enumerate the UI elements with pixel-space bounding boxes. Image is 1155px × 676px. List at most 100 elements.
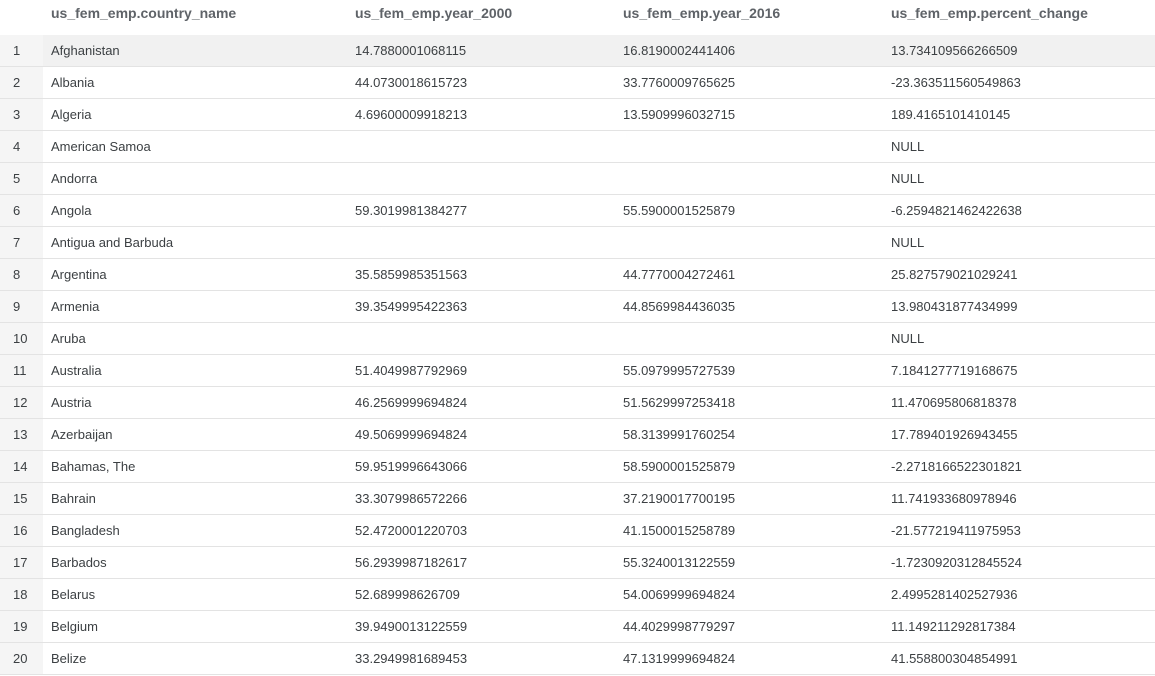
table-row[interactable]: 3 Algeria 4.69600009918213 13.5909996032715… — [0, 99, 1155, 131]
country-name-cell[interactable]: Barbados — [51, 555, 107, 570]
year-2000-cell[interactable]: 59.9519996643066 — [355, 459, 468, 474]
percent-change-cell[interactable]: -23.363511560549863 — [891, 75, 1021, 90]
percent-change-cell[interactable]: NULL — [891, 331, 925, 346]
table-row[interactable]: 19 Belgium 39.9490013122559 44.402999877929… — [0, 611, 1155, 643]
table-row[interactable]: 15 Bahrain 33.3079986572266 37.219001770019… — [0, 483, 1155, 515]
year-2016-cell[interactable]: 55.0979995727539 — [623, 363, 736, 378]
year-2016-cell[interactable]: 37.2190017700195 — [623, 491, 736, 506]
table-row[interactable]: 20 Belize 33.2949981689453 47.1319999694824… — [0, 643, 1155, 675]
year-2000-cell[interactable]: 33.3079986572266 — [355, 491, 468, 506]
year-2016-cell[interactable]: 41.1500015258789 — [623, 523, 736, 538]
country-name-cell[interactable]: Australia — [51, 363, 102, 378]
column-header-year-2000[interactable]: us_fem_emp.year_2000 — [355, 5, 513, 21]
table-row[interactable]: 18 Belarus 52.689998626709 54.0069999694824… — [0, 579, 1155, 611]
column-header-country-name[interactable]: us_fem_emp.country_name — [51, 5, 237, 21]
table-row[interactable]: 2 Albania 44.0730018615723 33.7760009765625… — [0, 67, 1155, 99]
year-2000-cell[interactable]: 51.4049987792969 — [355, 363, 468, 378]
percent-change-cell[interactable]: -6.2594821462422638 — [891, 203, 1022, 218]
column-header-percent-change[interactable]: us_fem_emp.percent_change — [891, 5, 1088, 21]
percent-change-cell[interactable]: NULL — [891, 235, 925, 250]
table-row[interactable]: 4 American Samoa NULL — [0, 131, 1155, 163]
percent-change-cell[interactable]: NULL — [891, 139, 925, 154]
percent-change-cell[interactable]: 7.1841277719168675 — [891, 363, 1018, 378]
table-row[interactable]: 12 Austria 46.2569999694824 51.562999725341… — [0, 387, 1155, 419]
country-name-cell[interactable]: Aruba — [51, 331, 86, 346]
table-row[interactable]: 5 Andorra NULL — [0, 163, 1155, 195]
table-row[interactable]: 16 Bangladesh 52.4720001220703 41.150001525… — [0, 515, 1155, 547]
row-number-cell: 20 — [0, 643, 43, 674]
percent-change-cell[interactable]: -21.577219411975953 — [891, 523, 1021, 538]
country-name-cell[interactable]: Afghanistan — [51, 43, 120, 58]
percent-change-cell[interactable]: 13.734109566266509 — [891, 43, 1018, 58]
country-name-cell[interactable]: Belgium — [51, 619, 98, 634]
row-number: 6 — [13, 203, 21, 218]
table-row[interactable]: 13 Azerbaijan 49.5069999694824 58.313999176… — [0, 419, 1155, 451]
year-2000-cell[interactable]: 4.69600009918213 — [355, 107, 468, 122]
year-2016-cell[interactable]: 55.5900001525879 — [623, 203, 736, 218]
year-2000-cell[interactable]: 14.7880001068115 — [355, 43, 467, 58]
year-2016-cell[interactable]: 51.5629997253418 — [623, 395, 736, 410]
year-2000-cell[interactable]: 59.3019981384277 — [355, 203, 468, 218]
percent-change-cell[interactable]: -1.7230920312845524 — [891, 555, 1022, 570]
year-2016-cell[interactable]: 58.3139991760254 — [623, 427, 736, 442]
year-2016-cell[interactable]: 44.7770004272461 — [623, 267, 736, 282]
year-2016-cell[interactable]: 13.5909996032715 — [623, 107, 736, 122]
percent-change-cell[interactable]: 11.741933680978946 — [891, 491, 1017, 506]
year-2000-cell[interactable]: 33.2949981689453 — [355, 651, 468, 666]
percent-change-cell[interactable]: 11.149211292817384 — [891, 619, 1016, 634]
table-row[interactable]: 7 Antigua and Barbuda NULL — [0, 227, 1155, 259]
year-2000-cell[interactable]: 56.2939987182617 — [355, 555, 468, 570]
row-number-cell: 1 — [0, 35, 43, 66]
country-name-cell[interactable]: Bahrain — [51, 491, 96, 506]
percent-change-cell[interactable]: 189.4165101410145 — [891, 107, 1011, 122]
country-name-cell[interactable]: Antigua and Barbuda — [51, 235, 174, 250]
year-2016-cell[interactable]: 55.3240013122559 — [623, 555, 736, 570]
country-name-cell[interactable]: Austria — [51, 395, 92, 410]
percent-change-cell[interactable]: 41.558800304854991 — [891, 651, 1018, 666]
country-name-cell[interactable]: Bahamas, The — [51, 459, 136, 474]
year-2000-cell[interactable]: 46.2569999694824 — [355, 395, 468, 410]
year-2016-cell[interactable]: 58.5900001525879 — [623, 459, 736, 474]
table-row[interactable]: 1 Afghanistan 14.7880001068115 16.819000244… — [0, 35, 1155, 67]
column-header-year-2016[interactable]: us_fem_emp.year_2016 — [623, 5, 781, 21]
year-2016-cell[interactable]: 33.7760009765625 — [623, 75, 736, 90]
table-row[interactable]: 9 Armenia 39.3549995422363 44.8569984436035… — [0, 291, 1155, 323]
year-2000-cell[interactable]: 44.0730018615723 — [355, 75, 468, 90]
country-name-cell[interactable]: Belize — [51, 651, 87, 666]
row-number-cell: 14 — [0, 451, 43, 482]
percent-change-cell[interactable]: 13.980431877434999 — [891, 299, 1018, 314]
table-row[interactable]: 10 Aruba NULL — [0, 323, 1155, 355]
country-name-cell[interactable]: Argentina — [51, 267, 107, 282]
percent-change-cell[interactable]: 11.470695806818378 — [891, 395, 1017, 410]
table-row[interactable]: 17 Barbados 56.2939987182617 55.32400131225… — [0, 547, 1155, 579]
country-name-cell[interactable]: Angola — [51, 203, 92, 218]
table-row[interactable]: 14 Bahamas, The 59.9519996643066 58.5900001… — [0, 451, 1155, 483]
country-name-cell[interactable]: Albania — [51, 75, 95, 90]
percent-change-cell[interactable]: NULL — [891, 171, 925, 186]
table-row[interactable]: 11 Australia 51.4049987792969 55.0979995727… — [0, 355, 1155, 387]
table-row[interactable]: 6 Angola 59.3019981384277 55.5900001525879 -… — [0, 195, 1155, 227]
year-2016-cell[interactable]: 54.0069999694824 — [623, 587, 736, 602]
year-2016-cell[interactable]: 44.4029998779297 — [623, 619, 736, 634]
year-2000-cell[interactable]: 39.3549995422363 — [355, 299, 468, 314]
year-2000-cell[interactable]: 49.5069999694824 — [355, 427, 468, 442]
year-2016-cell[interactable]: 16.8190002441406 — [623, 43, 736, 58]
country-name-cell[interactable]: Bangladesh — [51, 523, 120, 538]
table-row[interactable]: 8 Argentina 35.5859985351563 44.77700042724… — [0, 259, 1155, 291]
year-2016-cell[interactable]: 47.1319999694824 — [623, 651, 736, 666]
percent-change-cell[interactable]: 2.4995281402527936 — [891, 587, 1018, 602]
country-name-cell[interactable]: Azerbaijan — [51, 427, 113, 442]
country-name-cell[interactable]: Algeria — [51, 107, 92, 122]
percent-change-cell[interactable]: 17.789401926943455 — [891, 427, 1018, 442]
percent-change-cell[interactable]: 25.827579021029241 — [891, 267, 1018, 282]
year-2000-cell[interactable]: 52.689998626709 — [355, 587, 460, 602]
year-2000-cell[interactable]: 39.9490013122559 — [355, 619, 468, 634]
country-name-cell[interactable]: Belarus — [51, 587, 96, 602]
country-name-cell[interactable]: Andorra — [51, 171, 98, 186]
year-2000-cell[interactable]: 35.5859985351563 — [355, 267, 468, 282]
year-2000-cell[interactable]: 52.4720001220703 — [355, 523, 468, 538]
country-name-cell[interactable]: American Samoa — [51, 139, 151, 154]
country-name-cell[interactable]: Armenia — [51, 299, 100, 314]
percent-change-cell[interactable]: -2.2718166522301821 — [891, 459, 1022, 474]
year-2016-cell[interactable]: 44.8569984436035 — [623, 299, 736, 314]
